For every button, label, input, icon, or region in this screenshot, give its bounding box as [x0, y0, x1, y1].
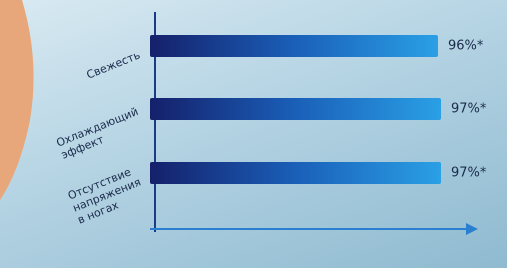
bar: [150, 35, 438, 57]
leg-shape: [0, 0, 34, 200]
value-label: 96%*: [448, 39, 484, 54]
bar: [150, 98, 441, 120]
value-label: 97%*: [451, 166, 487, 181]
x-axis-arrow: [466, 223, 478, 235]
value-label: 97%*: [451, 102, 487, 117]
chart: 96%*97%*97%* СвежестьОхлаждающий эффектО…: [0, 0, 507, 268]
bar: [150, 162, 441, 184]
